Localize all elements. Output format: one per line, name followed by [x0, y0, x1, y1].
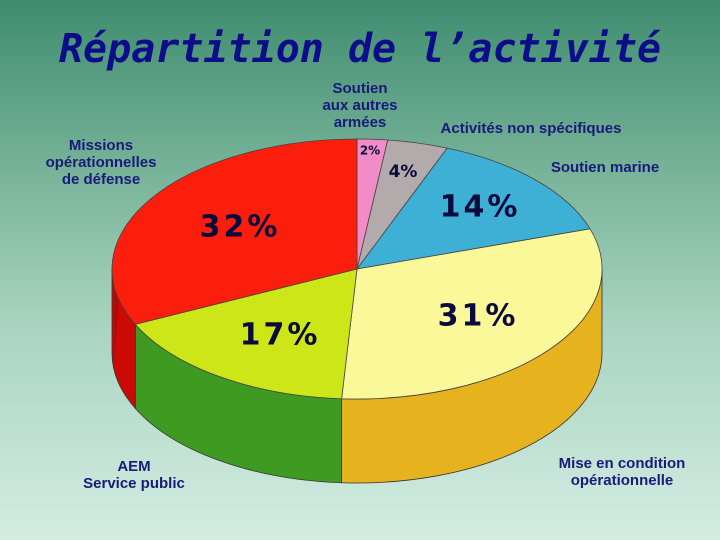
- label-aem-service-public: AEM Service public: [83, 458, 185, 492]
- pie-slice-missions-operationnelles: [111, 138, 358, 325]
- label-mise-en-condition: Mise en condition opérationnelle: [558, 455, 686, 489]
- label-soutien-autres-armees: Soutien aux autres armées: [322, 80, 398, 131]
- value-label-missions-operationnelles: 32%: [200, 210, 281, 245]
- value-label-mise-en-condition: 31%: [438, 299, 519, 334]
- pie-slice-mise-en-condition: [341, 228, 603, 400]
- value-label-soutien-marine: 14%: [440, 190, 521, 225]
- label-missions-operationnelles: Missions opérationnelles de défense: [45, 137, 157, 188]
- pie-slice-aem-service-public: [134, 268, 358, 400]
- page-title: Répartition de l’activité: [58, 26, 662, 72]
- value-label-soutien-autres-armees: 2%: [360, 144, 380, 158]
- label-activites-non-specifiques: Activités non spécifiques: [440, 120, 622, 137]
- label-soutien-marine: Soutien marine: [550, 159, 660, 176]
- value-label-activites-non-specifiques: 4%: [389, 162, 418, 182]
- value-label-aem-service-public: 17%: [240, 318, 321, 353]
